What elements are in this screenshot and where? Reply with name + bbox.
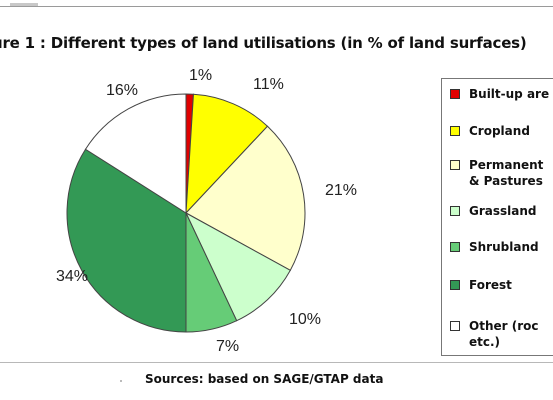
slice-label: 16% [106,82,138,99]
chart-frame [0,62,553,363]
legend-swatch [450,321,460,331]
legend-swatch [450,89,460,99]
legend-swatch [450,206,460,216]
pie-slice [185,125,306,272]
top-decoration [10,3,38,6]
legend: Built-up are Cropland Permanent & Pastures… [441,78,553,356]
legend-label: Grassland [469,204,537,218]
pie-slice [66,148,187,333]
slice-label: 11% [253,76,284,93]
legend-label: Cropland [469,124,530,138]
pie-slice [185,93,269,215]
legend-swatch [450,126,460,136]
legend-label: Built-up are [469,87,550,101]
pie-chart: 1% 11% 21% 10% 7% 34% 16% [56,67,357,355]
pie-slice [84,93,187,214]
stray-dot [120,380,122,382]
legend-swatch [450,160,460,170]
legend-label: Shrubland [469,240,539,254]
slice-label: 10% [289,311,321,328]
slice-label: 34% [56,268,88,285]
legend-label: Forest [469,278,512,292]
chart-title: ure 1 : Different types of land utilisat… [0,34,527,52]
slice-label: 1% [189,67,212,84]
legend-swatch [450,242,460,252]
slice-label: 7% [216,338,239,355]
slice-label: 21% [325,182,357,199]
pie-slice [184,211,291,322]
top-rule [0,6,553,7]
legend-swatch [450,280,460,290]
source-note: Sources: based on SAGE/GTAP data [145,372,384,386]
legend-label: Permanent & Pastures [469,158,544,188]
legend-label: Other (roc etc.) [469,319,539,349]
